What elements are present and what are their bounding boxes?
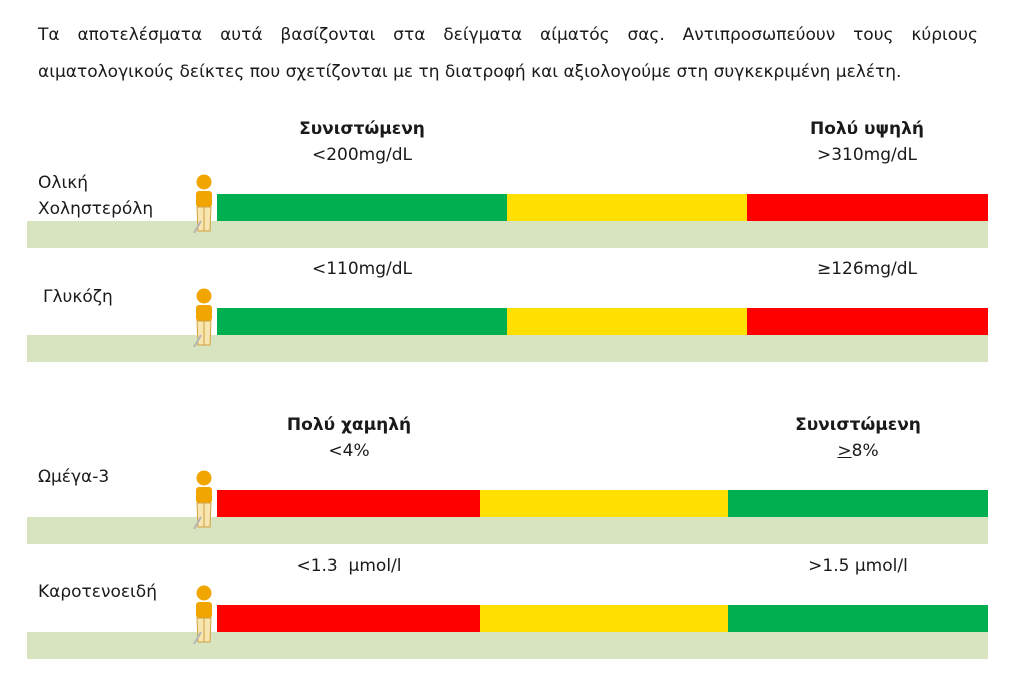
intro-paragraph: Τα αποτελέσματα αυτά βασίζονται στα δείγ… <box>38 25 978 82</box>
range-segment-borderline <box>480 490 728 517</box>
marker-row-omega3: Πολύ χαμηλή <4% Συνιστώμενη >8% Ωμέγα-3 <box>0 412 1024 544</box>
left-threshold-value: <1.3 μmol/l <box>296 556 402 576</box>
left-threshold-title: Συνιστώμενη <box>299 119 425 139</box>
right-threshold-value: ≥126mg/dL <box>816 259 918 279</box>
marker-row-glucose: <110mg/dL ≥126mg/dL Γλυκόζη <box>0 230 1024 362</box>
left-threshold-title <box>249 527 449 553</box>
range-segment-low <box>217 605 480 632</box>
left-threshold-header: Πολύ χαμηλή <4% <box>249 412 449 464</box>
person-marker-icon <box>193 288 212 347</box>
range-segment-recommended <box>217 308 507 335</box>
ground-band <box>27 517 988 544</box>
right-threshold-title: Συνιστώμενη <box>795 415 921 435</box>
right-threshold-number: 8% <box>851 441 879 461</box>
range-segment-high <box>747 308 988 335</box>
left-threshold-header: Συνιστώμενη <200mg/dL <box>262 116 462 168</box>
right-threshold-title <box>758 527 958 553</box>
left-threshold-header: <110mg/dL <box>262 230 462 282</box>
range-segment-borderline <box>480 605 728 632</box>
range-bar <box>217 490 988 517</box>
person-marker-icon <box>193 470 212 529</box>
left-threshold-value: <200mg/dL <box>311 145 413 165</box>
left-threshold-header: <1.3 μmol/l <box>249 527 449 579</box>
left-threshold-title <box>262 230 462 256</box>
person-marker-icon <box>193 174 212 233</box>
range-segment-borderline <box>507 308 747 335</box>
right-threshold-header: Συνιστώμενη >8% <box>758 412 958 464</box>
ground-band <box>27 335 988 362</box>
person-marker-icon <box>193 585 212 644</box>
left-threshold-title: Πολύ χαμηλή <box>286 415 412 435</box>
range-segment-recommended <box>728 605 988 632</box>
range-segment-borderline <box>507 194 747 221</box>
marker-label: Ολική Χοληστερόλη <box>38 173 154 219</box>
right-threshold-title: Πολύ υψηλή <box>809 119 924 139</box>
ground-band <box>27 632 988 659</box>
left-threshold-value: <110mg/dL <box>311 259 413 279</box>
marker-row-cholesterol: Συνιστώμενη <200mg/dL Πολύ υψηλή >310mg/… <box>0 116 1024 248</box>
right-threshold-value: >8% <box>758 438 958 464</box>
range-segment-recommended <box>728 490 988 517</box>
range-segment-high <box>747 194 988 221</box>
marker-row-carotenoids: <1.3 μmol/l >1.5 μmol/l Καροτενοειδή <box>0 527 1024 659</box>
range-segment-recommended <box>217 194 507 221</box>
range-bar <box>217 308 988 335</box>
right-threshold-header: ≥126mg/dL <box>767 230 967 282</box>
ground-band <box>27 221 988 248</box>
right-threshold-prefix: > <box>837 441 852 461</box>
right-threshold-title <box>767 230 967 256</box>
marker-label: Καροτενοειδή <box>38 582 157 602</box>
left-threshold-value: <4% <box>328 441 370 461</box>
marker-label: Ωμέγα-3 <box>38 467 110 487</box>
right-threshold-header: Πολύ υψηλή >310mg/dL <box>767 116 967 168</box>
right-threshold-header: >1.5 μmol/l <box>758 527 958 579</box>
right-threshold-value: >1.5 μmol/l <box>808 556 908 576</box>
range-bar <box>217 194 988 221</box>
right-threshold-value: >310mg/dL <box>816 145 918 165</box>
marker-label: Γλυκόζη <box>43 287 113 307</box>
range-segment-low <box>217 490 480 517</box>
range-bar <box>217 605 988 632</box>
